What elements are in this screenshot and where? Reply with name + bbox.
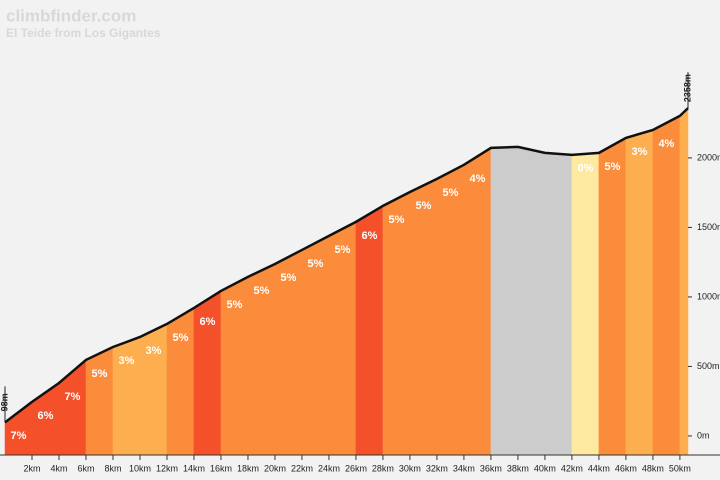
x-tick-label: 14km	[183, 463, 205, 473]
x-tick-label: 30km	[399, 463, 421, 473]
grade-label: 0%	[577, 163, 593, 175]
x-tick-label: 48km	[642, 463, 664, 473]
x-tick-label: 4km	[50, 463, 67, 473]
grade-segment	[166, 307, 195, 456]
grade-segment	[679, 107, 689, 456]
grade-label: 5%	[92, 368, 108, 380]
grade-segment	[355, 205, 384, 456]
grade-segment	[409, 178, 438, 456]
grade-label: 5%	[334, 244, 350, 256]
x-tick-label: 6km	[77, 463, 94, 473]
grade-segment	[598, 137, 627, 456]
grade-label: 4%	[658, 138, 674, 150]
grade-segment	[652, 115, 681, 456]
x-tick-label: 28km	[372, 463, 394, 473]
grade-segment	[328, 221, 357, 456]
grade-label: 6%	[361, 230, 377, 242]
grade-label: 5%	[442, 187, 458, 199]
x-tick-label: 10km	[129, 463, 151, 473]
x-tick-label: 38km	[507, 463, 529, 473]
x-tick-label: 44km	[588, 463, 610, 473]
grade-label: 5%	[415, 200, 431, 212]
x-tick-label: 2km	[23, 463, 40, 473]
grade-label: 5%	[254, 285, 270, 297]
endpoint-label: 98m	[0, 393, 9, 411]
y-tick-label: 500m	[697, 361, 720, 371]
x-tick-label: 40km	[534, 463, 556, 473]
x-tick-label: 20km	[264, 463, 286, 473]
profile-line	[4, 107, 689, 424]
grade-segment	[571, 152, 600, 456]
x-tick-label: 32km	[426, 463, 448, 473]
grade-segment	[85, 346, 114, 456]
grade-label: 3%	[146, 345, 162, 357]
grade-label: 7%	[11, 430, 27, 442]
climb-title: El Teide from Los Gigantes	[6, 26, 161, 40]
x-tick-label: 26km	[345, 463, 367, 473]
grade-segment	[490, 146, 519, 456]
grade-segment	[517, 146, 546, 456]
grade-label: 5%	[281, 272, 297, 284]
grade-label: 3%	[119, 355, 135, 367]
x-tick-label: 22km	[291, 463, 313, 473]
x-tick-label: 16km	[210, 463, 232, 473]
x-tick-label: 46km	[615, 463, 637, 473]
grade-label: 5%	[388, 214, 404, 226]
grade-label: 6%	[200, 316, 216, 328]
x-tick-label: 50km	[669, 463, 691, 473]
x-tick-label: 8km	[104, 463, 121, 473]
x-tick-label: 24km	[318, 463, 340, 473]
grade-label: 5%	[308, 258, 324, 270]
grade-label: 3%	[631, 146, 647, 158]
grade-label: 5%	[227, 299, 243, 311]
x-tick-label: 36km	[480, 463, 502, 473]
grade-label: 5%	[604, 161, 620, 173]
y-tick-label: 1000m	[697, 291, 720, 301]
grade-label: 7%	[65, 391, 81, 403]
x-tick-label: 34km	[453, 463, 475, 473]
site-title: climbfinder.com	[6, 6, 136, 25]
grade-segment	[139, 323, 168, 456]
grade-label: 4%	[469, 173, 485, 185]
endpoint-label: 2358m	[682, 74, 692, 102]
x-tick-label: 18km	[237, 463, 259, 473]
grade-segment	[382, 191, 411, 456]
grade-segment	[544, 152, 573, 456]
grade-label: 5%	[173, 332, 189, 344]
x-tick-label: 12km	[156, 463, 178, 473]
grade-segment	[625, 129, 654, 456]
y-tick-label: 2000m	[697, 152, 720, 162]
grade-segment	[463, 147, 492, 456]
grade-label: 6%	[38, 410, 54, 422]
y-tick-label: 1500m	[697, 222, 720, 232]
y-tick-label: 0m	[697, 430, 710, 440]
grade-segment	[436, 164, 465, 456]
x-tick-label: 42km	[561, 463, 583, 473]
